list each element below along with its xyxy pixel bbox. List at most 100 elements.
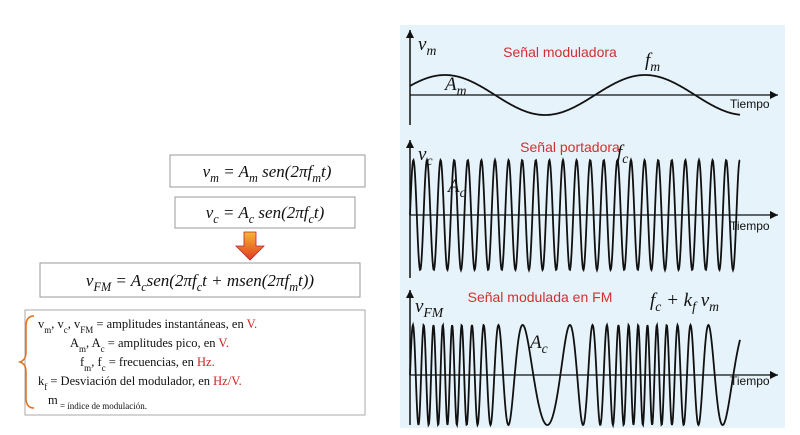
axis-label: Tiempo	[730, 374, 770, 388]
unit: V.	[247, 317, 258, 331]
formula-box	[39, 262, 361, 298]
text-piece: v	[86, 271, 94, 290]
text-piece: t))	[298, 271, 314, 290]
math-text: fc + kf vm	[650, 290, 719, 314]
math-text: Am, Ac = amplitudes pico, en V.	[70, 336, 229, 354]
math-text: Ac	[528, 332, 548, 356]
text-piece: sen(2πf	[254, 203, 311, 222]
text-piece: m	[48, 393, 58, 407]
axis-label: Tiempo	[730, 97, 770, 111]
math-text: vm	[418, 34, 436, 58]
axis-arrow	[406, 140, 414, 148]
text-piece: A	[443, 74, 457, 95]
fm-wave	[409, 321, 741, 429]
unit: Hz.	[197, 355, 215, 369]
subscript: = índice de modulación.	[58, 401, 147, 411]
text-piece: f	[617, 142, 625, 163]
subscript: c	[213, 212, 219, 226]
subscript: m	[650, 59, 660, 74]
subscript: c	[460, 185, 466, 200]
unit: V.	[218, 336, 229, 350]
axis-arrow	[770, 371, 778, 379]
text-piece: v	[415, 296, 424, 317]
math-text: Am	[443, 74, 467, 98]
text-piece: v	[203, 162, 211, 181]
text-piece: = A	[111, 271, 142, 290]
text-piece: f	[645, 50, 653, 71]
math-text: vc	[418, 144, 433, 168]
text-piece: , v	[51, 317, 64, 331]
formula-box	[174, 196, 356, 229]
axis-arrow	[406, 30, 414, 38]
brace	[17, 315, 35, 409]
modulating-wave	[409, 74, 741, 116]
text-piece: = amplitudes instantáneas, en	[93, 317, 246, 331]
subscript: c	[308, 212, 314, 226]
panel-title: Señal portadora	[520, 139, 620, 155]
subscript: m	[44, 325, 51, 335]
text-piece: v	[418, 144, 427, 165]
text-piece: k	[38, 374, 45, 388]
text-piece: = amplitudes pico, en	[105, 336, 219, 350]
math-text: vFM = Acsen(2πfct + msen(2πfmt))	[86, 271, 314, 294]
text-piece: A	[528, 332, 542, 353]
formula-box	[169, 154, 366, 188]
subscript: m	[709, 299, 719, 314]
text-piece: v	[206, 203, 214, 222]
subscript: m	[289, 280, 298, 294]
text-piece: = A	[219, 162, 250, 181]
text-piece: , A	[86, 336, 101, 350]
subscript: c	[622, 151, 628, 166]
subscript: c	[655, 299, 661, 314]
subscript: m	[79, 344, 86, 354]
text-piece: + k	[661, 290, 692, 311]
panel-title: Señal modulada en FM	[468, 289, 613, 305]
text-piece: = frecuencias, en	[106, 355, 197, 369]
subscript: f	[44, 382, 47, 392]
text-piece: t)	[314, 203, 325, 222]
subscript: m	[312, 171, 321, 185]
math-text: vc = Ac sen(2πfct)	[206, 203, 325, 226]
axis-arrow	[770, 211, 778, 219]
text-piece: sen(2πf	[258, 162, 315, 181]
math-text: vm = Am sen(2πfmt)	[203, 162, 332, 185]
text-piece: f	[80, 355, 85, 369]
text-piece: t + msen(2πf	[202, 271, 291, 290]
arrow	[235, 231, 265, 261]
legend-box	[24, 309, 366, 416]
text-piece: = Desviación del modulador, en	[47, 374, 213, 388]
subscript: m	[249, 171, 258, 185]
math-text: vm, vc, vFM = amplitudes instantáneas, e…	[38, 317, 257, 335]
math-text: fc	[617, 142, 628, 166]
subscript: FM	[92, 280, 111, 294]
math-text: fm, fc = frecuencias, en Hz.	[80, 355, 215, 373]
math-text: fm	[645, 50, 660, 74]
text-piece: , f	[91, 355, 102, 369]
subscript: c	[141, 280, 147, 294]
axis-arrow	[770, 91, 778, 99]
text-piece: f	[650, 290, 658, 311]
subscript: m	[426, 43, 436, 58]
text-piece: , v	[68, 317, 81, 331]
subscript: f	[692, 299, 698, 314]
text-piece: v	[38, 317, 45, 331]
subscript: FM	[80, 325, 93, 335]
text-piece: = A	[219, 203, 250, 222]
subscript: m	[210, 171, 219, 185]
subscript: c	[249, 212, 255, 226]
math-text: m = índice de modulación.	[48, 393, 147, 411]
subscript: c	[197, 280, 203, 294]
subscript: c	[542, 341, 548, 356]
axis-arrow	[406, 290, 414, 298]
axis-label: Tiempo	[730, 219, 770, 233]
subscript: m	[84, 363, 91, 373]
panel-title: Señal moduladora	[503, 44, 617, 60]
subscript: c	[101, 344, 105, 354]
math-text: kf = Desviación del modulador, en Hz/V.	[38, 374, 242, 392]
subscript: m	[457, 83, 467, 98]
subscript: c	[102, 363, 106, 373]
math-text: vFM	[415, 296, 445, 320]
carrier-wave	[409, 157, 741, 273]
text-piece: A	[70, 336, 79, 350]
